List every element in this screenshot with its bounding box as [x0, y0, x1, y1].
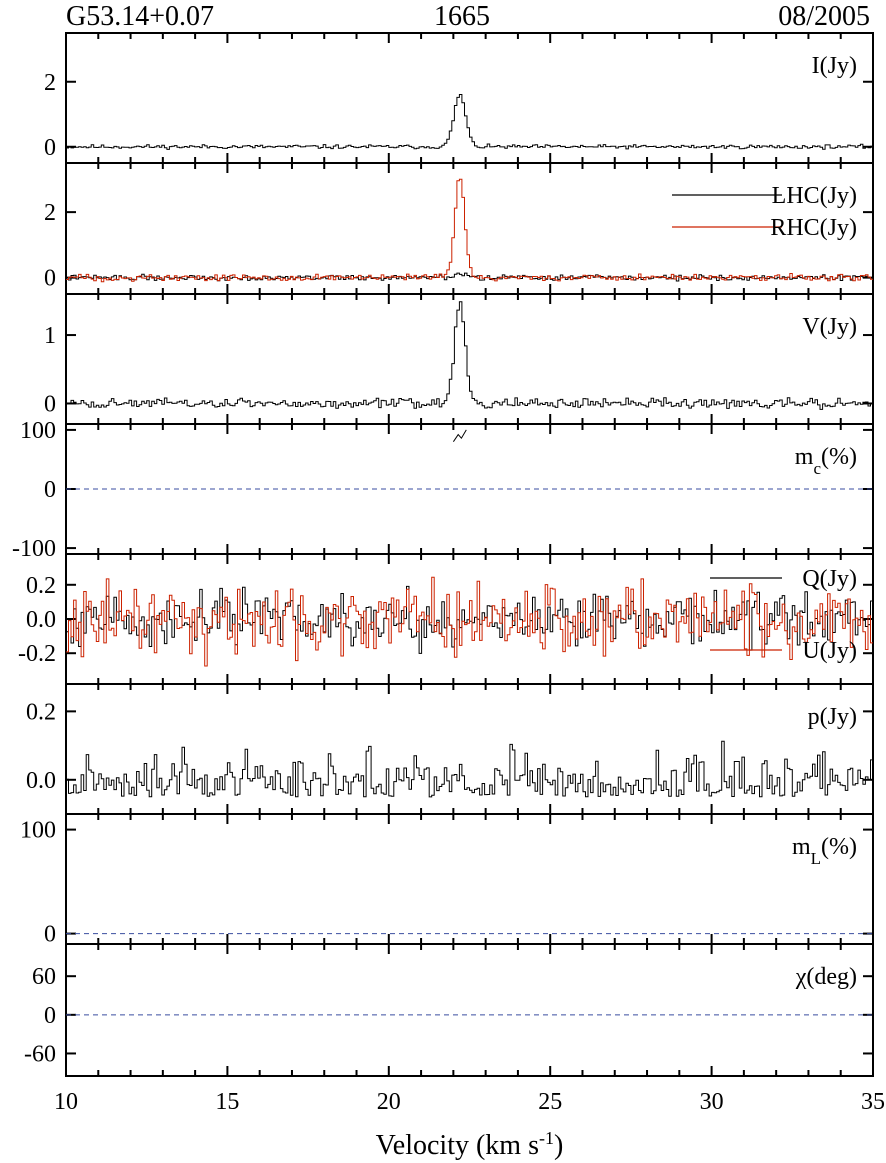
- panel-label-p: p(Jy): [808, 704, 857, 730]
- series-V-0: [66, 301, 873, 410]
- y-tick-label: 60: [32, 964, 56, 990]
- panel-p: 0.0 0.2 p(Jy): [26, 683, 874, 815]
- panel-frame-p: [65, 683, 874, 815]
- panel-label-chi: χ(deg): [795, 964, 857, 990]
- y-tick-label: 0: [44, 266, 56, 292]
- source-name: G53.14+0.07: [66, 1, 215, 32]
- legend-entry: U(Jy): [802, 638, 857, 664]
- panel-frame-chi: [65, 943, 874, 1077]
- x-tick-label: 35: [861, 1089, 885, 1115]
- panel-QU: -0.2 0.0 0.2 Q(Jy) U(Jy): [18, 553, 874, 685]
- panel-mc: -100 0 100 mc(%): [12, 418, 874, 562]
- y-tick-label: 0: [44, 477, 56, 503]
- y-tick-label: 0.2: [26, 699, 56, 725]
- y-tick-label: 0.2: [26, 573, 56, 599]
- y-tick-label: -60: [24, 1041, 56, 1067]
- panel-frame-mL: [65, 813, 874, 945]
- x-tick-label: 15: [215, 1089, 239, 1115]
- panel-chi: -60 0 60 χ(deg): [24, 943, 874, 1077]
- panel-mL: 0 100 mL(%): [20, 813, 874, 948]
- x-tick-label: 20: [377, 1089, 401, 1115]
- panel-label-mc: mc(%): [795, 444, 857, 478]
- y-tick-label: -0.2: [18, 641, 56, 667]
- x-tick-label: 30: [700, 1089, 724, 1115]
- series-mc-0: [452, 429, 467, 442]
- y-tick-label: 2: [44, 200, 56, 226]
- y-tick-label: 0.0: [26, 768, 56, 794]
- y-tick-label: 0: [44, 1003, 56, 1029]
- y-tick-label: 0: [44, 135, 56, 161]
- x-tick-label: 10: [54, 1089, 78, 1115]
- y-tick-label: 0.0: [26, 607, 56, 633]
- panel-frame-LR: [65, 162, 874, 295]
- y-tick-label: 1: [44, 323, 56, 349]
- series-QU-1: [66, 576, 873, 667]
- panel-LR: 0 2 LHC(Jy) RHC(Jy): [44, 162, 874, 295]
- y-tick-label: 0: [44, 922, 56, 948]
- y-tick-label: 100: [20, 418, 56, 444]
- y-tick-label: 0: [44, 391, 56, 417]
- x-axis-title: Velocity (km s-1): [376, 1128, 564, 1161]
- legend-entry: RHC(Jy): [770, 215, 857, 241]
- x-tick-label: 25: [538, 1089, 562, 1115]
- y-tick-label: 100: [20, 818, 56, 844]
- legend-entry: LHC(Jy): [772, 183, 857, 209]
- frequency-label: 1665: [434, 1, 490, 32]
- series-p-0: [66, 740, 873, 798]
- y-tick-label: -100: [12, 536, 56, 562]
- series-I-0: [66, 94, 873, 150]
- panel-V: 0 1 V(Jy): [44, 293, 874, 425]
- panel-I: 0 2 I(Jy): [44, 32, 874, 164]
- panel-frame-I: [65, 32, 874, 164]
- panel-label-I: I(Jy): [812, 53, 857, 79]
- y-tick-label: 2: [44, 70, 56, 96]
- panel-label-V: V(Jy): [802, 314, 857, 340]
- date-label: 08/2005: [778, 1, 870, 32]
- panel-label-mL: mL(%): [792, 834, 857, 868]
- legend-entry: Q(Jy): [802, 566, 857, 592]
- series-LR-1: [66, 178, 873, 283]
